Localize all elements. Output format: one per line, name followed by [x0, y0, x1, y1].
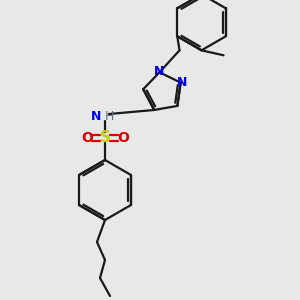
Text: S: S [100, 130, 110, 146]
Text: O: O [117, 131, 129, 145]
Text: N: N [154, 65, 165, 78]
Text: N: N [91, 110, 101, 124]
Text: H: H [105, 110, 114, 124]
Text: N: N [176, 76, 187, 89]
Text: O: O [81, 131, 93, 145]
